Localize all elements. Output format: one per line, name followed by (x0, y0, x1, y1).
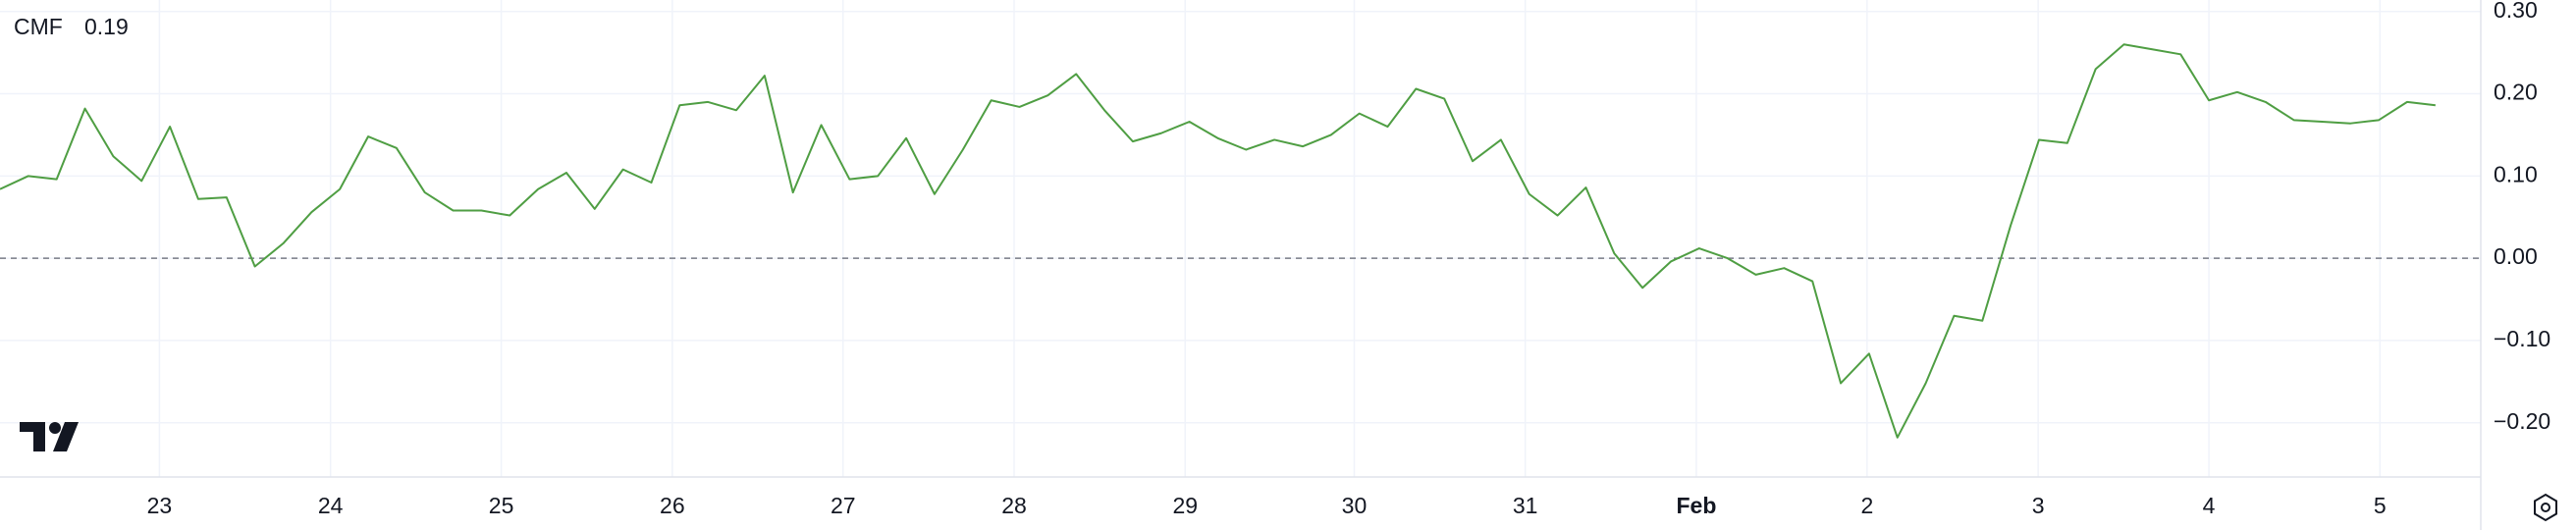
y-tick-label: 0.10 (2494, 161, 2538, 186)
indicator-value: 0.19 (84, 14, 129, 39)
y-tick-label: −0.10 (2494, 326, 2550, 351)
x-tick-label: 3 (2032, 493, 2045, 518)
x-tick-label: Feb (1676, 493, 1716, 518)
x-tick-label: 2 (1860, 493, 1873, 518)
y-tick-label: 0.00 (2494, 243, 2538, 269)
labels: 0.300.200.100.00−0.10−0.2022232425262728… (0, 0, 2550, 518)
cmf-line (0, 43, 2436, 439)
grid (0, 0, 2481, 477)
y-tick-label: 0.30 (2494, 0, 2538, 23)
x-tick-label: 5 (2374, 493, 2387, 518)
y-tick-label: 0.20 (2494, 80, 2538, 105)
plot (0, 43, 2481, 439)
indicator-name: CMF (14, 14, 63, 39)
x-tick-label: 22 (0, 493, 1, 518)
x-tick-label: 31 (1513, 493, 1538, 518)
x-tick-label: 29 (1172, 493, 1198, 518)
y-tick-label: −0.20 (2494, 408, 2550, 434)
x-tick-label: 4 (2203, 493, 2216, 518)
x-tick-label: 25 (489, 493, 514, 518)
x-tick-label: 28 (1001, 493, 1027, 518)
x-tick-label: 24 (318, 493, 344, 518)
x-tick-label: 23 (147, 493, 173, 518)
settings-icon[interactable] (2534, 493, 2557, 522)
x-tick-label: 26 (660, 493, 685, 518)
x-tick-label: 27 (831, 493, 856, 518)
logo (20, 422, 79, 451)
x-tick-label: 30 (1342, 493, 1368, 518)
